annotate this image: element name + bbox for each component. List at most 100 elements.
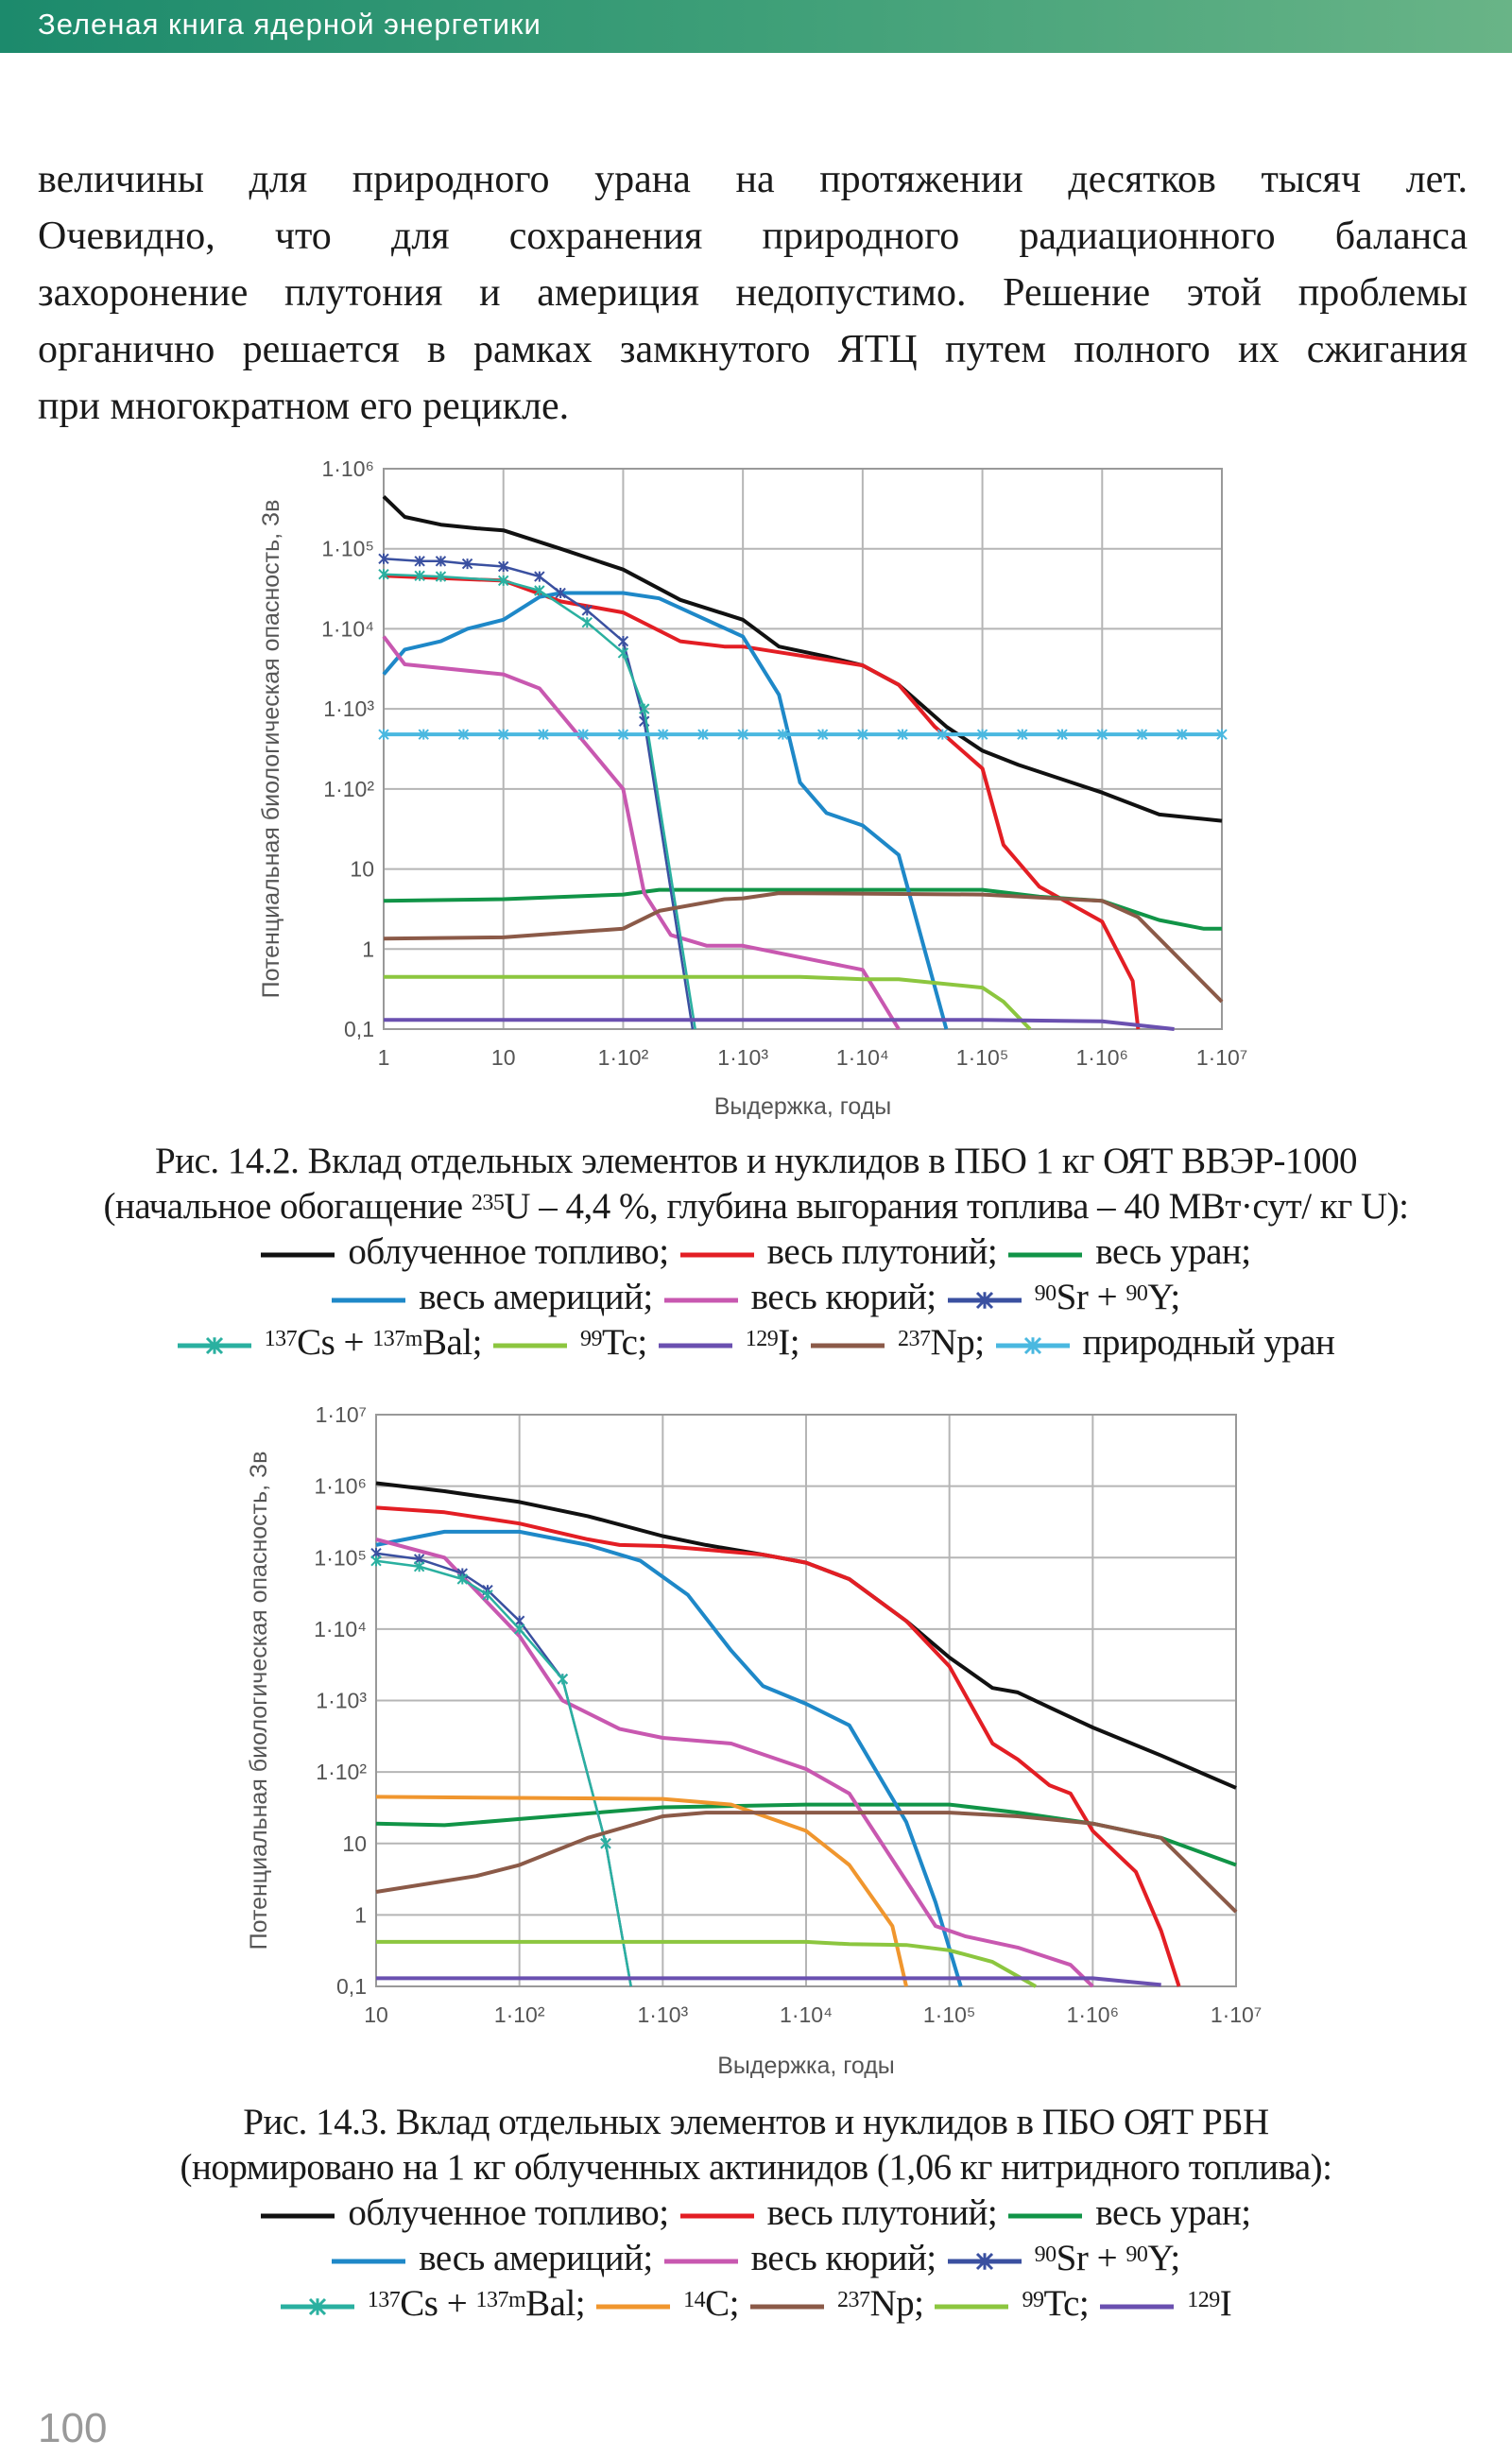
legend-swatch-icon (332, 2250, 406, 2273)
legend-item: весь кюрий; (663, 2236, 936, 2281)
data-point-marker (976, 729, 988, 740)
body-line: величины для природного урана на протяже… (38, 158, 1468, 201)
series-7 (384, 974, 1032, 1031)
y-tick-label: 1·10⁶ (314, 1474, 367, 1499)
legend-item: природный уран (995, 1320, 1335, 1366)
data-point-marker (413, 1560, 425, 1572)
legend-swatch-icon (679, 1244, 754, 1266)
legend-swatch-icon (596, 2295, 671, 2318)
x-tick-label: 1·10³ (717, 1045, 768, 1070)
body-line: при многократном его рецикле. (38, 385, 570, 428)
legend-label: 137m (372, 1327, 422, 1351)
data-point-marker (498, 575, 509, 587)
page-number: 100 (38, 2405, 108, 2451)
data-point-marker (1057, 729, 1068, 740)
data-point-marker (936, 729, 949, 740)
legend-label: 14 (683, 2288, 706, 2312)
legend-label: C; (705, 2283, 739, 2324)
series-8 (384, 1018, 1175, 1031)
legend-label: весь америций; (419, 1277, 653, 1317)
legend-label: 90 (1125, 2242, 1148, 2267)
legend-label: 237 (836, 2288, 870, 2312)
caption-text: 235 (471, 1191, 505, 1215)
series-line (375, 1529, 963, 1987)
data-point-marker (1023, 1336, 1041, 1355)
series-1 (375, 1505, 1181, 1987)
legend-label: Y; (1147, 1277, 1180, 1317)
y-tick-label: 1·10⁴ (321, 616, 374, 641)
legend-swatch-icon (658, 1334, 732, 1357)
data-point-marker (418, 729, 429, 740)
data-point-marker (498, 560, 509, 573)
legend-item: весь плутоний; (679, 2191, 998, 2236)
y-tick-label: 0,1 (344, 1017, 374, 1041)
legend-label: Sr + (1056, 2238, 1126, 2278)
caption-subtitle: (начальное обогащение 235U – 4,4 %, глуб… (0, 1184, 1512, 1229)
caption-text: (начальное обогащение (103, 1186, 472, 1227)
legend-label: 90 (1125, 1281, 1148, 1306)
legend-label: Sr + (1056, 1277, 1126, 1317)
plot-frame (375, 1414, 1237, 1987)
legend-swatch-icon (663, 1289, 738, 1312)
data-point-marker (308, 2297, 326, 2316)
data-point-marker (975, 1291, 993, 1310)
data-point-marker (378, 729, 389, 740)
x-tick-label: 10 (491, 1045, 516, 1070)
legend-swatch-icon (492, 1334, 567, 1357)
data-point-marker (617, 647, 629, 659)
legend-label: весь уран; (1095, 1231, 1251, 1272)
data-point-marker (205, 1336, 223, 1355)
series-line (375, 1559, 632, 1987)
legend-item: 90Sr + 90Y; (947, 2236, 1180, 2281)
x-tick-label: 1·10⁶ (1076, 1045, 1129, 1070)
legend-swatch-icon (935, 2295, 1009, 2318)
legend-item: 99Tc; (492, 1320, 647, 1366)
data-point-marker (557, 1674, 569, 1685)
data-point-marker (370, 1555, 382, 1567)
data-point-marker (513, 1624, 525, 1635)
legend-label: Cs + (400, 2283, 476, 2324)
figure-14-2-chart: 0,1 1 10 1·10² 1·10³ 1·10⁴ 1·10⁵ 1·10⁶ 1 10 1·10² 1… (246, 444, 1266, 1143)
legend-label: Np; (869, 2283, 924, 2324)
legend-item: весь уран; (1008, 1229, 1251, 1275)
series-2 (383, 887, 1222, 931)
y-tick-label: 1·10² (316, 1760, 367, 1784)
y-tick-label: 1·10⁶ (321, 456, 374, 481)
legend-label: весь кюрий; (750, 1277, 936, 1317)
series-10 (378, 729, 1228, 740)
legend-label: I (1219, 2283, 1232, 2324)
series-line (384, 974, 1032, 1031)
legend-swatch-icon (995, 1334, 1070, 1357)
x-tick-label: 1·10⁴ (836, 1045, 889, 1070)
plot-frame (383, 468, 1223, 1030)
legend-swatch-icon (947, 1289, 1022, 1312)
series-5 (378, 553, 695, 1030)
legend-row: весь америций; весь кюрий; 90Sr + 90Y; (0, 2236, 1512, 2281)
figure-14-3-chart: 0,1 1 10 1·10² 1·10³ 1·10⁴ 1·10⁵ 1·10⁶ 1·10⁷ 10 1·… (236, 1389, 1276, 2098)
legend-item: 137Cs + 137mBal; (177, 1320, 482, 1366)
legend-item: 129I (1100, 2281, 1232, 2327)
legend-swatch-icon (947, 2250, 1022, 2273)
data-point-marker (657, 729, 669, 740)
series-line (376, 1976, 1161, 1987)
legend-label: весь плутоний; (766, 1231, 998, 1272)
body-line: Очевидно, что для сохранения природного … (38, 215, 1468, 258)
series-line (384, 1018, 1175, 1031)
series-line (383, 887, 1222, 931)
legend-label: Y; (1147, 2238, 1180, 2278)
legend-label: весь плутоний; (766, 2192, 998, 2233)
data-point-marker (461, 558, 473, 570)
y-axis-label: Потенциальная биологическая опасность, З… (258, 500, 284, 999)
series-3 (375, 1529, 963, 1987)
series-1 (383, 574, 1141, 1030)
series-line (383, 891, 1224, 1004)
legend-label: Bal; (525, 2283, 586, 2324)
legend-swatch-icon (261, 1244, 335, 1266)
legend-label: 90 (1034, 1281, 1057, 1306)
legend-item: весь америций; (332, 1275, 653, 1320)
data-point-marker (1136, 729, 1148, 740)
data-point-marker (897, 729, 908, 740)
legend-label: I; (778, 1322, 800, 1363)
legend-swatch-icon (177, 1334, 251, 1357)
legend-label: весь кюрий; (750, 2238, 936, 2278)
